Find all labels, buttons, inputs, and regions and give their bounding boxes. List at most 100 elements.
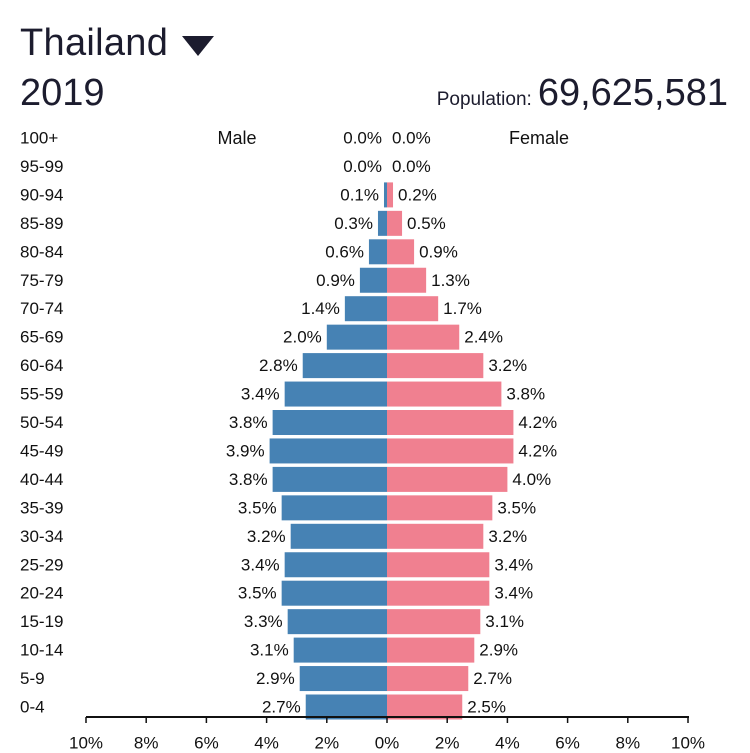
x-tick-label: 8% xyxy=(134,734,159,753)
male-value-label: 3.9% xyxy=(226,441,265,460)
female-bar xyxy=(387,381,502,407)
female-bar xyxy=(387,239,415,265)
male-value-label: 3.5% xyxy=(238,498,277,517)
male-value-label: 3.8% xyxy=(229,413,268,432)
age-group-label: 80-84 xyxy=(20,242,63,261)
female-bar xyxy=(387,296,439,322)
male-value-label: 2.0% xyxy=(283,328,322,347)
male-value-label: 0.0% xyxy=(343,157,382,176)
female-bar xyxy=(387,694,463,720)
female-value-label: 2.5% xyxy=(467,698,506,717)
female-bar xyxy=(387,353,484,379)
male-bar xyxy=(269,438,387,464)
male-bar xyxy=(383,182,387,208)
male-value-label: 3.5% xyxy=(238,584,277,603)
x-tick-label: 4% xyxy=(254,734,279,753)
male-bar xyxy=(272,466,387,492)
age-group-label: 5-9 xyxy=(20,669,45,688)
age-group-label: 10-14 xyxy=(20,641,63,660)
female-bar xyxy=(387,466,508,492)
male-bar xyxy=(272,410,387,435)
country-selector[interactable]: Thailand xyxy=(20,22,215,65)
male-value-label: 3.8% xyxy=(229,470,268,489)
female-value-label: 4.0% xyxy=(512,470,551,489)
x-tick-label: 10% xyxy=(69,734,103,753)
male-bar xyxy=(305,694,387,720)
female-series-label: Female xyxy=(509,128,569,148)
age-group-label: 75-79 xyxy=(20,271,63,290)
male-bar xyxy=(302,353,387,379)
age-group-label: 100+ xyxy=(20,129,58,148)
female-bar xyxy=(387,438,514,464)
female-bar xyxy=(387,410,514,435)
male-bar xyxy=(281,580,387,606)
year-label: 2019 xyxy=(20,72,105,114)
female-value-label: 3.2% xyxy=(488,527,527,546)
male-bar xyxy=(284,552,387,578)
male-bar xyxy=(368,239,387,265)
female-value-label: 3.5% xyxy=(497,498,536,517)
male-value-label: 0.0% xyxy=(343,129,382,148)
female-bar xyxy=(387,609,481,635)
female-value-label: 2.7% xyxy=(473,669,512,688)
dropdown-caret-icon[interactable] xyxy=(182,35,215,56)
female-value-label: 4.2% xyxy=(518,441,557,460)
male-value-label: 2.8% xyxy=(259,356,298,375)
female-value-label: 0.5% xyxy=(407,214,446,233)
female-value-label: 3.8% xyxy=(506,385,545,404)
age-group-label: 25-29 xyxy=(20,555,63,574)
male-bar xyxy=(287,609,387,635)
female-value-label: 0.9% xyxy=(419,242,458,261)
female-value-label: 3.1% xyxy=(485,612,524,631)
age-group-label: 20-24 xyxy=(20,584,63,603)
x-tick-label: 10% xyxy=(671,734,705,753)
age-group-label: 40-44 xyxy=(20,470,63,489)
female-bar xyxy=(387,210,403,236)
x-tick-label: 0% xyxy=(375,734,400,753)
x-tick-label: 2% xyxy=(315,734,340,753)
male-bar xyxy=(281,495,387,521)
female-value-label: 2.4% xyxy=(464,328,503,347)
female-value-label: 1.3% xyxy=(431,271,470,290)
female-value-label: 3.4% xyxy=(494,555,533,574)
age-group-label: 90-94 xyxy=(20,185,63,204)
age-group-label: 85-89 xyxy=(20,214,63,233)
male-bar xyxy=(377,210,387,236)
female-bar xyxy=(387,182,394,208)
country-name: Thailand xyxy=(20,22,169,64)
female-value-label: 3.2% xyxy=(488,356,527,375)
male-value-label: 1.4% xyxy=(301,299,340,318)
age-group-label: 70-74 xyxy=(20,299,63,318)
age-group-label: 30-34 xyxy=(20,527,63,546)
female-value-label: 3.4% xyxy=(494,584,533,603)
female-bar xyxy=(387,552,490,578)
x-tick-label: 6% xyxy=(194,734,219,753)
male-bar xyxy=(326,324,387,350)
female-bar xyxy=(387,267,427,293)
male-bar xyxy=(290,523,387,549)
age-group-label: 15-19 xyxy=(20,612,63,631)
female-bar xyxy=(387,666,469,692)
male-value-label: 3.4% xyxy=(241,385,280,404)
female-value-label: 0.0% xyxy=(392,157,431,176)
population-display: Population: 69,625,581 xyxy=(437,72,728,115)
male-value-label: 0.9% xyxy=(316,271,355,290)
female-value-label: 0.2% xyxy=(398,185,437,204)
female-bar xyxy=(387,580,490,606)
male-value-label: 3.3% xyxy=(244,612,283,631)
age-group-label: 55-59 xyxy=(20,385,63,404)
female-value-label: 2.9% xyxy=(479,641,518,660)
male-bar xyxy=(359,267,387,293)
male-bar xyxy=(299,666,387,692)
male-bar xyxy=(344,296,387,322)
female-bar xyxy=(387,637,475,663)
age-group-label: 60-64 xyxy=(20,356,63,375)
x-tick-label: 8% xyxy=(616,734,641,753)
age-group-label: 35-39 xyxy=(20,498,63,517)
female-bar xyxy=(387,324,460,350)
age-group-label: 65-69 xyxy=(20,328,63,347)
male-value-label: 0.1% xyxy=(340,185,379,204)
male-bar xyxy=(284,381,387,407)
x-tick-label: 4% xyxy=(495,734,520,753)
female-bar xyxy=(387,495,493,521)
